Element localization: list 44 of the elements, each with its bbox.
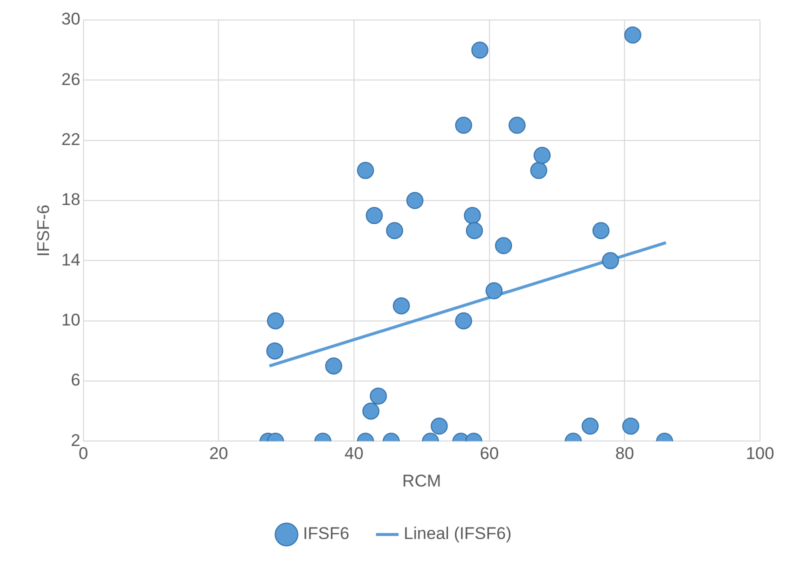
point (356, 162, 374, 179)
x-tick-label: 0 (78, 444, 88, 464)
point (455, 312, 472, 330)
point (325, 357, 342, 374)
point (266, 312, 284, 330)
point (430, 418, 448, 435)
point (464, 207, 481, 224)
point (508, 116, 526, 134)
x-tick-label: 20 (209, 444, 228, 464)
point (624, 26, 642, 44)
x-tick-label: 80 (615, 444, 634, 464)
point (406, 192, 424, 210)
y-tick-label: 2 (70, 430, 80, 450)
y-tick-label: 30 (61, 10, 80, 29)
point (534, 146, 551, 164)
x-tick-label: 60 (480, 444, 499, 464)
point (455, 116, 472, 134)
x-tick-label: 100 (746, 444, 774, 464)
y-tick-label: 22 (61, 130, 80, 150)
point (592, 222, 610, 240)
point (392, 297, 410, 314)
point (266, 342, 284, 360)
point (366, 207, 383, 224)
legend-label: IFSF6 (303, 524, 350, 544)
y-tick-label: 18 (61, 190, 80, 210)
point (362, 402, 380, 420)
point (622, 418, 640, 435)
point (370, 388, 387, 405)
x-axis-title: RCM (402, 471, 442, 490)
y-tick-label: 10 (61, 310, 80, 330)
y-tick-label: 14 (61, 250, 80, 270)
legend-label: Lineal (IFSF6) (404, 524, 512, 544)
point (466, 222, 483, 240)
y-tick-label: 26 (61, 70, 80, 89)
point (495, 237, 512, 254)
point (471, 42, 488, 59)
y-axis-title: IFSF-6 (34, 204, 53, 257)
y-tick-label: 6 (70, 370, 80, 390)
point (486, 282, 503, 300)
point (582, 418, 599, 435)
x-tick-label: 40 (344, 444, 364, 464)
point (386, 222, 404, 240)
point (602, 252, 619, 270)
point (530, 162, 548, 179)
